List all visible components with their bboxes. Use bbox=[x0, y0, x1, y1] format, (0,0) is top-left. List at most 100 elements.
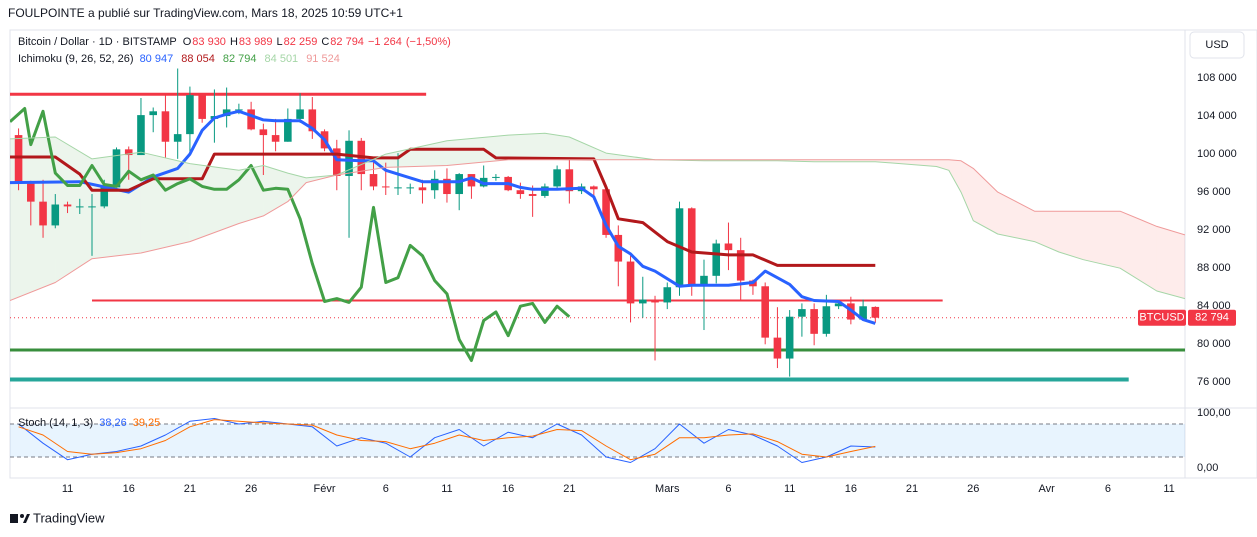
x-tick-label: 11 bbox=[62, 483, 73, 495]
candle-body bbox=[467, 174, 476, 187]
change: −1 264 bbox=[368, 36, 402, 48]
indicator-line bbox=[18, 419, 876, 461]
ohlc-value: 82 259 bbox=[284, 36, 318, 48]
change-pct: (−1,50%) bbox=[406, 36, 451, 48]
currency-button[interactable] bbox=[1189, 31, 1245, 59]
candle-body bbox=[455, 174, 463, 195]
cloud bbox=[189, 163, 239, 242]
cloud bbox=[508, 133, 545, 160]
cloud bbox=[1156, 226, 1185, 299]
candle-body bbox=[822, 306, 831, 334]
candle-body bbox=[198, 95, 206, 119]
candle-body bbox=[63, 204, 72, 207]
candle-body bbox=[565, 169, 574, 192]
stoch-name: Stoch (14, 1, 3) bbox=[18, 417, 93, 429]
x-tick-label: 21 bbox=[906, 483, 918, 495]
cloud bbox=[1120, 211, 1157, 292]
candle-body bbox=[712, 243, 721, 276]
x-tick-label: 11 bbox=[784, 483, 795, 495]
y-tick-label: 76 000 bbox=[1197, 376, 1231, 388]
candle-body bbox=[430, 178, 439, 191]
indicator-name: Ichimoku (9, 26, 52, 26) bbox=[18, 53, 134, 65]
ohlc-value: 82 794 bbox=[330, 36, 364, 48]
indicator-line bbox=[10, 147, 876, 267]
x-tick-label: 16 bbox=[502, 483, 514, 495]
symbol: Bitcoin / Dollar · 1D · BITSTAMP bbox=[18, 36, 177, 48]
cloud bbox=[263, 165, 288, 216]
indicator-value: 91 524 bbox=[306, 53, 340, 65]
cloud bbox=[569, 136, 607, 160]
ohlc-key: L bbox=[277, 36, 283, 48]
cloud bbox=[1058, 211, 1084, 260]
y-tick-label: 92 000 bbox=[1197, 224, 1231, 236]
stoch-value: 38,26 bbox=[99, 417, 127, 429]
ticker-name-box bbox=[1138, 309, 1186, 326]
candle-body bbox=[798, 309, 806, 317]
x-tick-label: Mars bbox=[655, 483, 680, 495]
x-tick-label: 6 bbox=[1105, 483, 1111, 495]
candle-body bbox=[761, 286, 769, 338]
candle-body bbox=[602, 189, 610, 235]
candle-body bbox=[834, 303, 843, 307]
candle-body bbox=[112, 149, 121, 188]
stoch-value: 39,25 bbox=[133, 417, 161, 429]
candle-body bbox=[186, 95, 194, 135]
candle-body bbox=[626, 261, 635, 304]
x-tick-label: 26 bbox=[245, 483, 257, 495]
indicator-value: 82 794 bbox=[223, 53, 257, 65]
y-tick-label: 96 000 bbox=[1197, 186, 1231, 198]
candle-body bbox=[247, 109, 255, 130]
brand: TradingView bbox=[33, 510, 105, 525]
stoch-tick-label: 100,00 bbox=[1197, 407, 1231, 419]
indicator-value: 84 501 bbox=[265, 53, 299, 65]
currency[interactable]: USD bbox=[1205, 39, 1228, 51]
ohlc-key: O bbox=[183, 36, 192, 48]
cloud bbox=[973, 168, 998, 234]
ohlc-key: C bbox=[321, 36, 329, 48]
candle-body bbox=[736, 250, 745, 281]
main-pane bbox=[10, 68, 1185, 382]
ticker-price: 82 794 bbox=[1195, 312, 1229, 324]
candle-body bbox=[284, 118, 292, 142]
y-tick-label: 104 000 bbox=[1197, 110, 1237, 122]
x-tick-label: 21 bbox=[184, 483, 196, 495]
x-tick-label: Avr bbox=[1039, 483, 1056, 495]
cloud bbox=[961, 160, 974, 221]
x-tick-label: 16 bbox=[123, 483, 135, 495]
candle-body bbox=[810, 309, 818, 334]
candle-body bbox=[590, 186, 598, 190]
cloud bbox=[287, 173, 307, 202]
candle-body bbox=[528, 194, 537, 196]
candle-body bbox=[161, 111, 170, 142]
cloud bbox=[936, 159, 949, 171]
cloud bbox=[140, 152, 190, 253]
candle-body bbox=[100, 187, 109, 207]
indicator-line bbox=[10, 107, 571, 362]
y-tick-label: 88 000 bbox=[1197, 262, 1231, 274]
candle-body bbox=[516, 190, 525, 195]
cloud bbox=[1034, 211, 1059, 253]
candle-body bbox=[124, 149, 133, 156]
cloud bbox=[948, 159, 962, 193]
y-tick-label: 108 000 bbox=[1197, 72, 1237, 84]
candle-body bbox=[369, 174, 378, 187]
candle-body bbox=[541, 186, 549, 196]
candle-body bbox=[492, 176, 500, 178]
candle-body bbox=[614, 234, 623, 262]
candle-body bbox=[381, 186, 390, 188]
candle-body bbox=[88, 206, 96, 208]
candle-body bbox=[27, 183, 35, 202]
ticker-price-box bbox=[1188, 309, 1236, 326]
publisher: FOULPOINTE a publié sur TradingView.com,… bbox=[8, 6, 403, 20]
x-tick-label: 26 bbox=[967, 483, 979, 495]
candle-body bbox=[394, 187, 402, 189]
indicator-value: 88 054 bbox=[181, 53, 215, 65]
ohlc-key: H bbox=[230, 36, 238, 48]
x-tick-label: 11 bbox=[1163, 483, 1174, 495]
ticker-name: BTCUSD bbox=[1139, 312, 1184, 324]
candle-body bbox=[638, 299, 647, 304]
candle-body bbox=[871, 306, 880, 318]
candle-body bbox=[687, 208, 696, 287]
indicator-value: 80 947 bbox=[140, 53, 174, 65]
ohlc-value: 83 930 bbox=[192, 36, 226, 48]
